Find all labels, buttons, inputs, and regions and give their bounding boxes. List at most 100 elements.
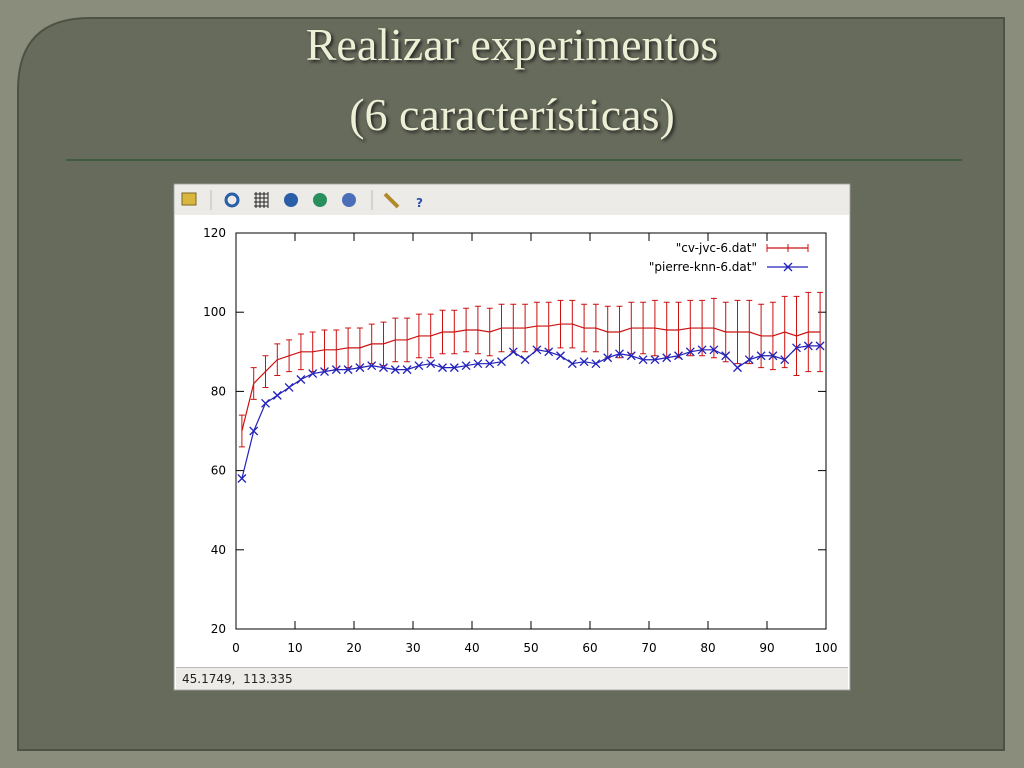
toolbar <box>175 185 849 215</box>
point <box>449 363 459 373</box>
zoom-next-icon[interactable] <box>313 193 327 207</box>
point <box>438 363 447 373</box>
point <box>473 359 483 369</box>
error-bar <box>722 301 729 363</box>
error-bar <box>710 297 717 359</box>
error-bar <box>250 367 257 400</box>
error-bar <box>616 305 623 359</box>
error-bar <box>498 303 505 353</box>
point <box>744 355 754 365</box>
error-bar <box>262 355 269 388</box>
error-bar <box>805 291 812 373</box>
point <box>497 357 506 367</box>
x-tick-label: 30 <box>405 641 420 655</box>
error-bar <box>734 299 741 365</box>
settings-icon[interactable] <box>383 192 400 209</box>
error-bar <box>817 291 824 373</box>
grid-icon[interactable] <box>254 192 269 208</box>
zoom-prev-icon[interactable] <box>284 193 298 207</box>
help-icon[interactable]: ? <box>416 196 423 210</box>
error-bar <box>581 303 588 353</box>
error-bar <box>286 339 293 373</box>
point <box>237 474 247 483</box>
point <box>815 341 825 351</box>
series-line <box>241 345 821 479</box>
point <box>768 351 778 361</box>
error-bar <box>699 299 706 357</box>
y-tick-label: 40 <box>211 543 226 557</box>
error-bar <box>769 301 776 371</box>
point <box>520 355 530 365</box>
error-bar <box>415 313 422 359</box>
error-bar <box>746 299 753 365</box>
point <box>544 347 554 357</box>
error-bar <box>451 309 458 355</box>
point <box>603 353 613 363</box>
point <box>284 382 294 392</box>
error-bar <box>297 333 304 371</box>
error-bar <box>640 301 647 355</box>
error-bar <box>474 305 481 355</box>
point <box>485 359 495 369</box>
point <box>320 367 329 377</box>
point <box>783 262 793 272</box>
legend-sample <box>766 244 809 252</box>
y-tick-label: 60 <box>211 464 226 478</box>
x-tick-label: 40 <box>464 641 479 655</box>
x-tick-label: 0 <box>232 641 240 655</box>
y-tick-label: 20 <box>211 622 226 636</box>
point <box>508 347 518 357</box>
point <box>367 361 377 371</box>
point <box>343 365 353 375</box>
point <box>379 363 388 373</box>
error-bar <box>569 299 576 349</box>
error-bar <box>486 307 493 357</box>
point <box>414 361 424 371</box>
point <box>756 351 766 361</box>
error-bar <box>522 303 529 353</box>
point <box>296 375 306 384</box>
y-tick-label: 120 <box>203 226 226 240</box>
error-bar <box>392 317 399 363</box>
legend-label: "cv-jvc-6.dat" <box>676 241 757 255</box>
error-bar <box>439 309 446 355</box>
point <box>792 343 801 353</box>
plot-window <box>173 183 851 691</box>
point <box>390 365 400 375</box>
x-tick-label: 100 <box>815 641 838 655</box>
x-tick-label: 50 <box>523 641 538 655</box>
point <box>780 355 790 365</box>
point <box>697 345 707 355</box>
error-bar <box>793 295 800 377</box>
point <box>567 359 577 369</box>
point <box>685 347 695 357</box>
point <box>331 365 341 375</box>
replot-icon[interactable] <box>224 192 240 208</box>
point <box>803 341 813 351</box>
plot: 20 40 60 80 100 120 0 10 20 30 40 50 60 70 80 90 100 "cv-… <box>203 226 837 655</box>
legend-label: "pierre-knn-6.dat" <box>649 260 757 274</box>
point <box>461 361 471 371</box>
point <box>638 355 648 365</box>
point <box>249 426 259 436</box>
copy-icon[interactable] <box>181 192 197 206</box>
error-bar <box>758 303 765 369</box>
point <box>272 390 282 400</box>
point <box>556 351 565 361</box>
point <box>615 349 624 359</box>
x-tick-label: 60 <box>582 641 597 655</box>
point <box>532 345 542 355</box>
point <box>261 398 270 408</box>
slide-title-line: Realizar experimentos <box>305 19 719 70</box>
toolbar-icons[interactable]: ? <box>181 190 423 210</box>
error-bar <box>238 414 245 448</box>
x-tick-label: 90 <box>759 641 774 655</box>
point <box>426 359 436 369</box>
point <box>355 363 365 373</box>
point <box>626 351 636 361</box>
point <box>308 369 318 379</box>
autoscale-icon[interactable] <box>342 193 356 207</box>
x-tick-label: 20 <box>346 641 361 655</box>
point <box>579 357 589 367</box>
